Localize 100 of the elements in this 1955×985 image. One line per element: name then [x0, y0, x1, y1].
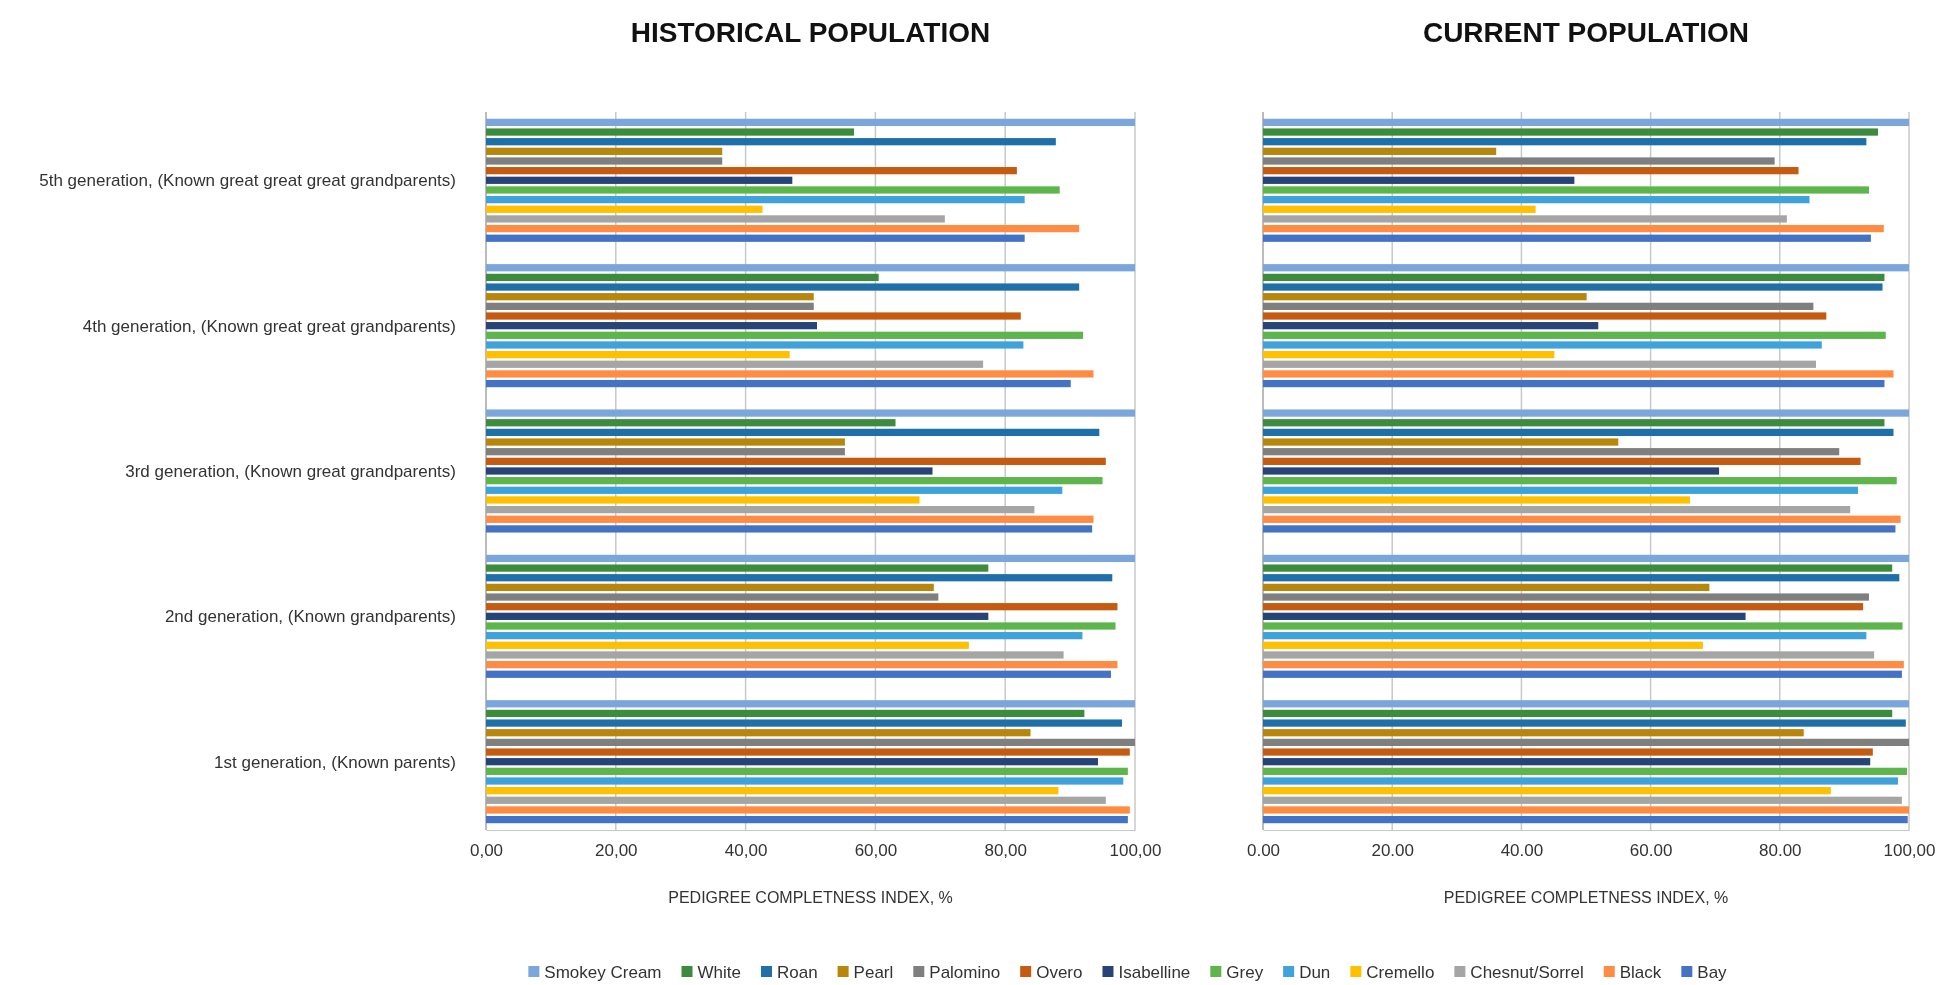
bar: [1263, 738, 1909, 746]
bar: [1263, 632, 1867, 640]
bar: [1263, 574, 1900, 582]
bar: [486, 341, 1024, 349]
x-tick-label: 20,00: [595, 841, 638, 861]
bar: [1263, 777, 1899, 785]
bar: [486, 660, 1118, 669]
bar: [486, 641, 969, 649]
bar: [1263, 564, 1893, 572]
bar: [486, 525, 1093, 533]
bar: [1263, 438, 1619, 446]
bar: [486, 564, 989, 572]
bar: [1263, 205, 1536, 213]
bar: [1263, 622, 1903, 630]
bar: [1263, 273, 1885, 282]
x-tick-label: 0,00: [469, 841, 504, 861]
bar: [1263, 370, 1894, 378]
x-axis-title: PEDIGREE COMPLETNESS INDEX, %: [1443, 889, 1729, 906]
bar: [1263, 360, 1816, 368]
bar: [1263, 341, 1822, 349]
bar: [1263, 379, 1885, 388]
bar: [486, 505, 1035, 514]
x-tick-label: 20.00: [1371, 841, 1414, 861]
x-tick-label: 40.00: [1500, 841, 1544, 861]
y-tick-label: 3rd generation, (Known great grandparents): [125, 461, 456, 481]
legend-label: Chesnut/Sorrel: [1470, 962, 1584, 982]
bar: [486, 574, 1113, 582]
y-tick-label: 2nd generation, (Known grandparents): [164, 607, 456, 627]
bar: [1263, 796, 1902, 804]
bar: [1263, 128, 1878, 136]
bar: [1263, 641, 1703, 649]
bar: [1263, 505, 1851, 514]
bar: [1263, 660, 1904, 669]
bar: [486, 709, 1085, 718]
bar: [1263, 709, 1893, 718]
bar: [1263, 224, 1884, 233]
legend-label: Overo: [1036, 962, 1083, 982]
bar: [486, 186, 1060, 194]
bar: [486, 205, 763, 213]
bar: [486, 360, 984, 368]
bar: [486, 700, 1135, 708]
bar: [486, 264, 1135, 272]
bar: [486, 515, 1094, 523]
bar: [1263, 806, 1909, 814]
bar: [486, 428, 1100, 437]
bar: [1263, 283, 1883, 291]
bar: [1263, 700, 1909, 708]
bar: [486, 322, 817, 330]
bar: [1263, 729, 1804, 737]
y-tick-label: 4th generation, (Known great great grandparents): [82, 316, 456, 336]
x-tick-label: 0.00: [1246, 841, 1281, 861]
bar: [486, 729, 1031, 737]
bar: [1263, 176, 1575, 184]
bar: [486, 351, 790, 359]
bar: [1263, 167, 1799, 175]
bar: [486, 477, 1103, 485]
bar: [1263, 448, 1840, 456]
bar: [486, 748, 1130, 756]
bar: [486, 419, 896, 427]
bar: [486, 622, 1116, 630]
bar: [486, 457, 1106, 465]
bar: [1263, 603, 1864, 611]
chart-title: CURRENT POPULATION: [1422, 17, 1750, 48]
legend-label: Isabelline: [1118, 962, 1191, 982]
bar: [1263, 457, 1861, 465]
legend-label: Smokey Cream: [544, 962, 662, 982]
bar: [486, 409, 1135, 417]
bar: [486, 670, 1111, 678]
bar: [1263, 138, 1867, 146]
bar: [1263, 748, 1873, 756]
legend-label: Bay: [1697, 962, 1728, 982]
bar: [486, 147, 723, 155]
bar: [1263, 515, 1901, 523]
legend-label: Roan: [776, 962, 818, 982]
bar: [486, 283, 1080, 291]
bar: [486, 767, 1128, 775]
bar: [486, 438, 845, 446]
bar: [1263, 302, 1814, 310]
legend-label: Pearl: [853, 962, 894, 982]
bar: [1263, 118, 1909, 127]
legend-label: Dun: [1299, 962, 1331, 982]
legend-label: Black: [1619, 962, 1662, 982]
bar: [486, 196, 1025, 204]
bar: [1263, 486, 1858, 494]
bar: [1263, 409, 1909, 417]
bar: [486, 370, 1094, 378]
bar: [486, 138, 1056, 146]
bar: [486, 293, 814, 301]
bar: [486, 312, 1021, 320]
bar: [486, 496, 920, 504]
y-tick-label: 1st generation, (Known parents): [214, 752, 456, 772]
bar: [486, 787, 1059, 795]
bar: [1263, 758, 1871, 766]
bar: [486, 719, 1123, 727]
x-tick-label: 60.00: [1629, 841, 1673, 861]
bar: [486, 215, 945, 223]
x-tick-label: 60,00: [854, 841, 898, 861]
bar: [1263, 428, 1894, 437]
legend-label: Cremello: [1366, 962, 1435, 982]
y-tick-label: 5th generation, (Known great great great grandparents): [39, 171, 456, 191]
